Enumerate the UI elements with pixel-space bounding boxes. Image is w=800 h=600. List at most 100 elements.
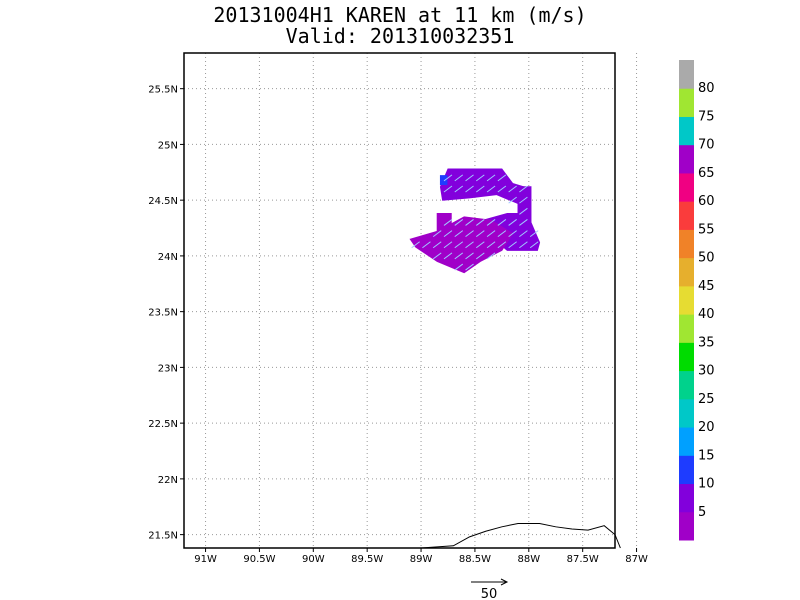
wind-arrow <box>486 252 496 260</box>
wind-arrow <box>508 230 517 238</box>
colorbar-label: 60 <box>698 194 715 209</box>
colorbar-swatch <box>679 285 694 315</box>
wind-arrow <box>443 241 453 249</box>
x-tick-label: 88.5W <box>459 554 491 565</box>
colorbar-label: 20 <box>698 420 715 435</box>
wind-arrow <box>486 174 496 182</box>
wind-arrow <box>519 185 528 193</box>
wind-arrow <box>486 241 496 249</box>
wind-arrow <box>497 185 507 193</box>
wind-arrow <box>529 230 539 238</box>
plot-frame <box>183 52 616 549</box>
colorbar-swatch <box>679 257 694 287</box>
wind-arrow <box>465 219 474 226</box>
wind-arrow <box>454 230 464 238</box>
colorbar-swatch <box>679 229 694 259</box>
y-tick-label: 22.5N <box>148 419 178 430</box>
wind-arrow <box>497 219 507 226</box>
wind-arrow <box>519 219 528 226</box>
wind-region-south-core <box>409 216 514 274</box>
colorbar-label: 75 <box>698 109 715 124</box>
colorbar-label: 10 <box>698 477 715 492</box>
reference-vector-label: 50 <box>481 587 498 600</box>
x-tick-label: 88W <box>517 554 540 565</box>
colorbar-label: 15 <box>698 448 715 463</box>
y-tick-label: 22N <box>158 475 178 486</box>
colorbar-label: 50 <box>698 251 715 266</box>
wind-arrow <box>443 174 453 182</box>
wind-arrow <box>497 174 507 182</box>
wind-arrow <box>519 196 528 204</box>
wind-region-north-tip <box>439 175 448 186</box>
colorbar-swatch <box>679 144 694 174</box>
wind-arrow <box>486 230 496 238</box>
colorbar-swatch <box>679 511 694 541</box>
x-tick-label: 89.5W <box>351 554 383 565</box>
colorbar-swatch <box>679 370 694 400</box>
wind-arrow <box>432 252 442 260</box>
wind-arrow <box>454 252 464 260</box>
colorbar-swatch <box>679 116 694 146</box>
wind-arrow <box>476 219 485 226</box>
wind-arrow <box>465 174 474 182</box>
wind-arrow <box>497 230 507 238</box>
wind-arrow <box>465 230 474 238</box>
wind-arrow <box>443 185 453 193</box>
wind-arrow <box>443 219 453 226</box>
wind-arrow <box>411 241 420 249</box>
wind-arrow <box>465 252 474 260</box>
colorbar-swatch <box>679 398 694 428</box>
colorbar-label: 80 <box>698 81 715 96</box>
coastline <box>421 522 621 549</box>
x-tick-label: 87W <box>625 554 648 565</box>
wind-arrow <box>486 185 496 193</box>
colorbar-swatch <box>679 483 694 513</box>
chart-subtitle: Valid: 201310032351 <box>285 24 515 48</box>
colorbar-label: 55 <box>698 222 715 237</box>
wind-arrow <box>476 241 485 249</box>
x-tick-label: 87.5W <box>567 554 599 565</box>
wind-arrow <box>497 241 507 249</box>
colorbar-label: 35 <box>698 335 715 350</box>
colorbar-label: 70 <box>698 138 715 153</box>
y-tick-label: 23N <box>158 363 178 374</box>
wind-arrow <box>519 241 528 249</box>
colorbar-swatch <box>679 427 694 456</box>
wind-arrow <box>508 196 517 204</box>
colorbar-swatch <box>679 60 694 89</box>
chart-title: 20131004H1 KAREN at 11 km (m/s) <box>213 3 587 27</box>
colorbar-swatch <box>679 88 694 117</box>
colorbar-label: 45 <box>698 279 715 294</box>
y-tick-label: 25.5N <box>148 85 178 96</box>
x-tick-label: 90.5W <box>243 554 275 565</box>
wind-arrow <box>443 230 453 238</box>
colorbar-label: 30 <box>698 364 715 379</box>
wind-arrow <box>476 185 485 193</box>
wind-arrow <box>465 185 474 193</box>
wind-arrow <box>519 207 528 215</box>
wind-arrow <box>486 219 496 226</box>
wind-arrow <box>454 185 464 193</box>
colorbar-swatch <box>679 342 694 372</box>
x-tick-label: 90W <box>302 554 325 565</box>
x-tick-label: 89W <box>410 554 433 565</box>
wind-arrow <box>519 230 528 238</box>
colorbar-swatch <box>679 172 694 202</box>
wind-arrow <box>454 219 464 226</box>
colorbar-swatch <box>679 455 694 485</box>
wind-arrow <box>454 241 464 249</box>
wind-arrow <box>476 174 485 182</box>
y-tick-label: 23.5N <box>148 308 178 319</box>
y-tick-label: 25N <box>158 140 178 151</box>
wind-arrow <box>432 241 442 249</box>
wind-arrow <box>476 230 485 238</box>
y-tick-label: 21.5N <box>148 531 178 542</box>
wind-arrow <box>422 241 431 249</box>
y-tick-label: 24.5N <box>148 196 178 207</box>
wind-arrow <box>465 263 474 271</box>
colorbar-label: 65 <box>698 166 715 181</box>
wind-arrow <box>454 174 464 182</box>
wind-arrow <box>508 219 517 226</box>
wind-arrow <box>476 252 485 260</box>
